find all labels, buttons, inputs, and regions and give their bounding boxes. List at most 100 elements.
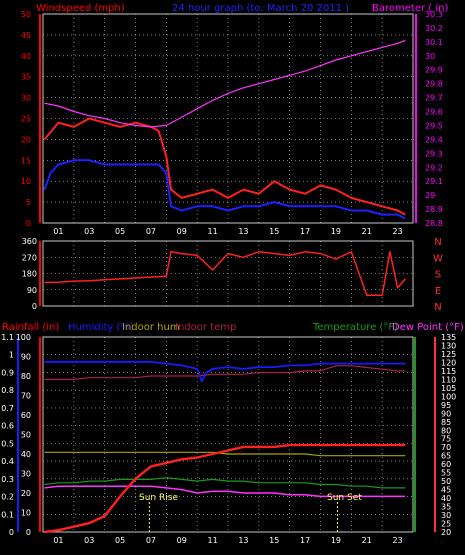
rain-y-tick: 0.9 <box>1 368 14 377</box>
temp-y-tick: 55 <box>441 469 451 478</box>
temp-y-tick: 115 <box>441 367 456 376</box>
wind-x-tick: 19 <box>331 227 341 236</box>
humidity-y-tick: 70 <box>21 392 31 401</box>
graph-title: 24 hour graph (to: March 20 2011 ) <box>172 3 349 14</box>
wind-x-tick: 01 <box>53 227 63 236</box>
baro-y-tick: 29.9 <box>425 66 443 75</box>
wind-x-tick: 11 <box>207 227 217 236</box>
wind-direction-line <box>44 251 406 296</box>
temp-y-tick: 130 <box>441 341 456 350</box>
rain-y-tick: 0.5 <box>1 439 14 448</box>
indoor-temp-line <box>44 365 406 380</box>
compass-label: N <box>434 237 441 248</box>
direction-y-tick: 0 <box>32 302 37 311</box>
direction-y-tick: 180 <box>22 270 37 279</box>
wind-x-tick: 23 <box>392 227 402 236</box>
barometer-title: Barometer ( in) <box>372 3 448 14</box>
weather-x-tick: 05 <box>115 536 125 545</box>
humidity-y-tick: 60 <box>21 411 31 420</box>
humidity-y-tick: 50 <box>21 431 31 440</box>
baro-y-tick: 29.4 <box>425 135 443 144</box>
temp-y-tick: 60 <box>441 460 451 469</box>
temp-y-tick: 40 <box>441 494 451 503</box>
rain-y-tick: 1.1 <box>1 333 14 342</box>
baro-y-tick: 29.7 <box>425 94 443 103</box>
rain-y-tick: 0.7 <box>1 404 14 413</box>
rain-y-tick: 0 <box>9 528 14 537</box>
wind-y-tick: 40 <box>21 52 31 61</box>
wind-y-tick: 0 <box>26 219 31 228</box>
dewpoint-title: Dew Point (°F) <box>392 322 464 333</box>
baro-y-tick: 30.1 <box>425 38 443 47</box>
baro-y-tick: 29.8 <box>425 80 443 89</box>
baro-y-tick: 28.9 <box>425 205 443 214</box>
humidity-y-tick: 10 <box>21 509 31 518</box>
temp-y-tick: 125 <box>441 350 456 359</box>
compass-label: E <box>435 286 441 297</box>
wind-y-tick: 30 <box>21 94 31 103</box>
baro-y-tick: 30.3 <box>425 10 443 19</box>
rainfall-line <box>44 443 406 534</box>
temp-y-tick: 110 <box>441 375 456 384</box>
sunset-label: Sun Set <box>327 493 362 503</box>
baro-y-tick: 29.6 <box>425 108 443 117</box>
rain-y-tick: 0.4 <box>1 457 14 466</box>
temp-y-tick: 135 <box>441 333 456 342</box>
compass-label: W <box>433 253 443 264</box>
compass-label: N <box>434 302 441 313</box>
humidity-y-tick: 30 <box>21 470 31 479</box>
windspeed-line <box>43 117 406 216</box>
direction-y-tick: 270 <box>22 253 37 262</box>
rain-y-tick: 0.6 <box>1 422 14 431</box>
temp-y-tick: 85 <box>441 418 451 427</box>
windspeed-title: Windspeed (mph) <box>36 3 125 14</box>
indoor-hum-title: Indoor hum <box>122 322 180 333</box>
baro-y-tick: 29.3 <box>425 149 443 158</box>
direction-y-tick: 90 <box>27 286 37 295</box>
temperature-title: Temperature (°F) <box>312 322 398 333</box>
temp-y-tick: 105 <box>441 384 456 393</box>
temp-y-tick: 45 <box>441 486 451 495</box>
temp-y-tick: 70 <box>441 443 451 452</box>
humidity-y-tick: 0 <box>26 528 31 537</box>
weather-x-tick: 17 <box>300 536 310 545</box>
baro-y-tick: 30 <box>425 52 435 61</box>
wind-y-tick: 15 <box>21 156 31 165</box>
weather-x-tick: 13 <box>238 536 248 545</box>
baro-y-tick: 29.2 <box>425 163 443 172</box>
weather-x-tick: 19 <box>331 536 341 545</box>
temp-y-tick: 50 <box>441 477 451 486</box>
humidity-line <box>44 360 406 383</box>
wind-y-tick: 5 <box>26 198 31 207</box>
weather-x-tick: 11 <box>207 536 217 545</box>
wind-x-tick: 17 <box>300 227 310 236</box>
rainfall-title: Rainfall (in) <box>2 322 59 333</box>
weather-x-tick: 23 <box>392 536 402 545</box>
temp-y-tick: 65 <box>441 452 451 461</box>
temp-y-tick: 25 <box>441 520 451 529</box>
direction-y-tick: 360 <box>22 237 37 246</box>
sunrise-label: Sun Rise <box>139 493 178 503</box>
wind-x-tick: 05 <box>115 227 125 236</box>
baro-y-tick: 29.1 <box>425 177 443 186</box>
temp-y-tick: 95 <box>441 401 451 410</box>
indoor-temp-title: Indoor temp <box>175 322 236 333</box>
wind-x-tick: 21 <box>362 227 372 236</box>
wind-y-tick: 10 <box>21 177 31 186</box>
temp-y-tick: 80 <box>441 426 451 435</box>
humidity-title: Humidity (%) <box>68 322 134 333</box>
rain-y-tick: 0.8 <box>1 386 14 395</box>
dew-point-line <box>44 485 406 498</box>
temp-y-tick: 30 <box>441 511 451 520</box>
rain-y-tick: 1 <box>9 351 14 360</box>
rain-y-tick: 0.1 <box>1 510 14 519</box>
wind-y-tick: 20 <box>21 135 31 144</box>
weather-x-tick: 03 <box>84 536 94 545</box>
temp-y-tick: 75 <box>441 435 451 444</box>
baro-y-tick: 29 <box>425 191 435 200</box>
wind-x-tick: 07 <box>146 227 156 236</box>
temperature-line <box>44 477 406 489</box>
baro-y-tick: 28.8 <box>425 219 443 228</box>
